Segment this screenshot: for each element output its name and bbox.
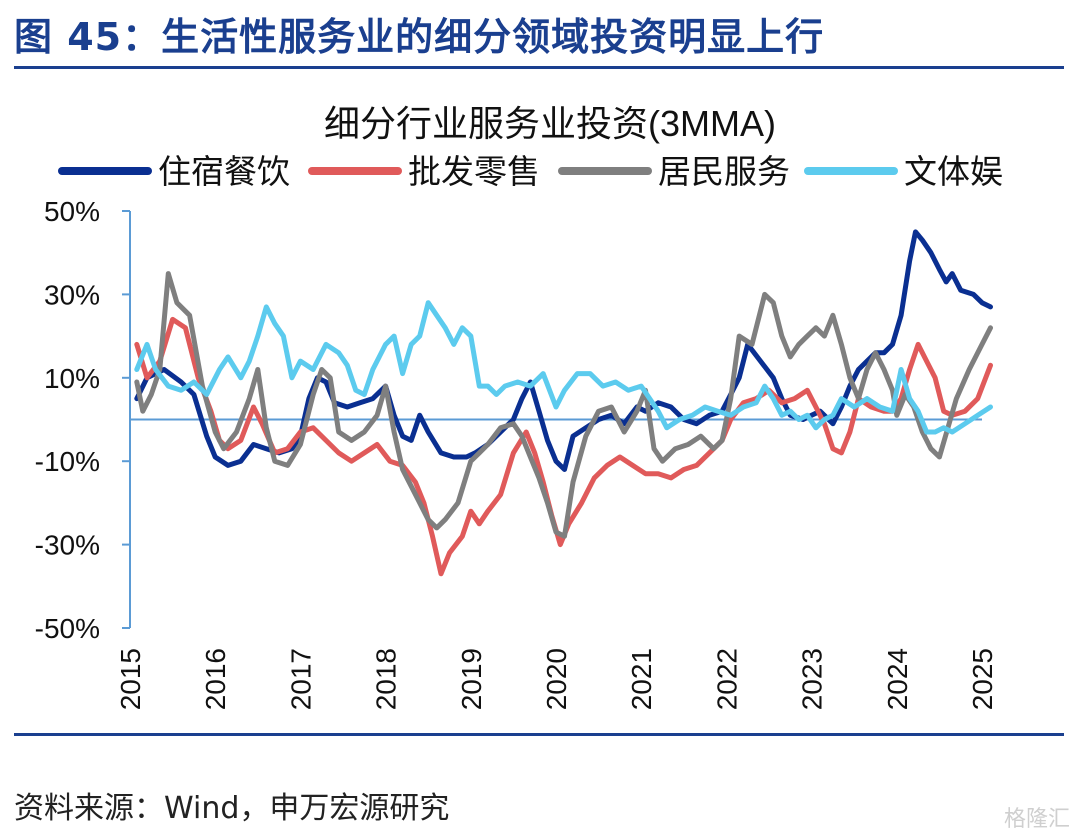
series-layer [134, 229, 993, 577]
series-line-4 [134, 300, 993, 435]
y-tick-label: -10% [35, 446, 100, 477]
x-tick-label: 2015 [115, 648, 146, 710]
x-tick-label: 2018 [371, 648, 402, 710]
x-axis: 2015 2016 2017 2018 2019 2020 2021 2022 2023 2024… [115, 418, 998, 710]
series-line-3 [134, 271, 993, 539]
y-tick-label: 30% [44, 279, 100, 310]
legend-label: 文体娱 [904, 153, 1003, 190]
source-note: 资料来源：Wind，申万宏源研究 [14, 791, 450, 826]
y-tick-label: -50% [35, 613, 100, 644]
legend-label: 居民服务 [658, 153, 790, 190]
x-tick-label: 2019 [456, 648, 487, 710]
x-tick-label: 2016 [200, 648, 231, 710]
x-tick-label: 2022 [711, 648, 742, 710]
legend-label: 住宿餐饮 [158, 153, 290, 190]
chart-title: 细分行业服务业投资(3MMA) [324, 103, 776, 144]
y-tick-label: -30% [35, 530, 100, 561]
legend-label: 批发零售 [408, 153, 540, 190]
x-tick-label: 2021 [626, 648, 657, 710]
y-tick-label: 10% [44, 363, 100, 394]
footer-divider [14, 733, 1064, 736]
y-tick-label: 50% [44, 196, 100, 227]
x-tick-label: 2020 [541, 648, 572, 710]
x-tick-label: 2023 [797, 648, 828, 710]
watermark-logo: 格隆汇 [1003, 807, 1070, 832]
title-divider [14, 66, 1064, 69]
x-tick-label: 2024 [882, 648, 913, 710]
figure-title: 图 45：生活性服务业的细分领域投资明显上行 [14, 15, 825, 59]
x-tick-label: 2017 [285, 648, 316, 710]
legend: 住宿餐饮 批发零售 居民服务 文体娱 [58, 153, 1003, 190]
series-line-1 [134, 229, 993, 472]
x-tick-label: 2025 [967, 648, 998, 710]
y-axis: 50% 30% 10% -10% -30% -50% [35, 196, 131, 644]
line-chart: 细分行业服务业投资(3MMA) 住宿餐饮 批发零售 居民服务 文体娱 50% 30% 10… [35, 103, 1003, 710]
